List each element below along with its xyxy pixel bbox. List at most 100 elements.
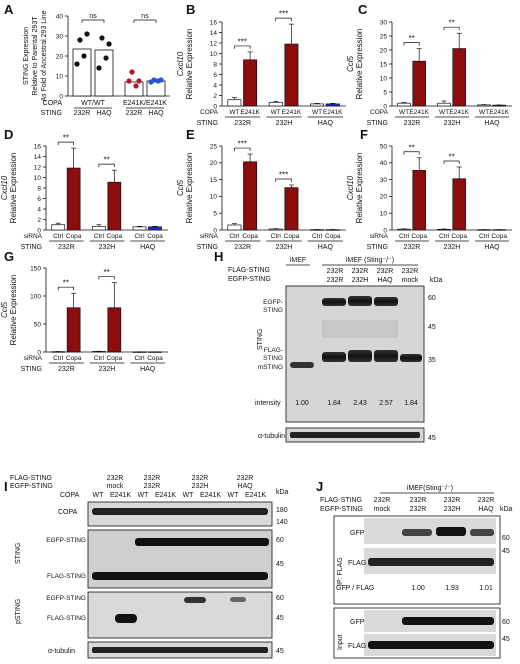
g-cat-label-4: Ctrl xyxy=(134,355,145,362)
f-group-label-2: HAQ xyxy=(484,244,500,251)
d-group-label-0: 232R xyxy=(58,244,75,251)
c-y-tick-label-3: 15 xyxy=(380,61,388,68)
d-sig-bracket-1 xyxy=(98,163,115,168)
a-point-2-3 xyxy=(136,78,142,84)
d-cat-label-1: Copa xyxy=(66,233,82,240)
d-bar-4 xyxy=(132,226,147,231)
a-ylabel-line-0: STING Expression xyxy=(23,27,30,85)
a-point-0-3 xyxy=(84,31,90,37)
i-psting-egfp-label: EGFP-STING xyxy=(46,595,86,602)
b-bar-4 xyxy=(310,103,325,107)
c-y-tick-label-4: 20 xyxy=(380,47,388,54)
a-y-tick-label-4: 40 xyxy=(56,13,64,20)
h-egfp-col-3: HAQ xyxy=(377,277,393,284)
i-copa-label: COPA xyxy=(58,509,78,516)
g-sig-bracket-0 xyxy=(57,286,75,291)
e-bar-1 xyxy=(243,161,258,231)
f-bar-1 xyxy=(412,170,426,231)
e-cat-label-3: Copa xyxy=(284,233,300,240)
i-row-copa: COPA xyxy=(60,492,80,499)
h-intensity-label: intensity xyxy=(255,400,281,407)
i-flag-col-4: 232R xyxy=(237,475,254,482)
i-copa-col-5: E241K xyxy=(200,492,221,499)
h-row-egfp: EGFP-STING xyxy=(228,276,271,283)
h-kda: kDa xyxy=(430,277,443,284)
h-egfp-col-2: 232H xyxy=(352,277,369,284)
h-marker-60: 60 xyxy=(428,295,436,302)
c-row-label-1: STING xyxy=(367,120,388,127)
b-y-tick-label-1: 2 xyxy=(213,93,217,100)
b-row-label-0: COPA xyxy=(200,109,219,116)
e-row-label-0: siRNA xyxy=(200,233,219,240)
c-bar-4 xyxy=(477,104,491,107)
c-group-label-0: 232R xyxy=(404,120,421,127)
i-sting-flag-label: FLAG-STING xyxy=(47,573,86,580)
i-copa-marker-180: 180 xyxy=(276,507,288,514)
i-sting-egfp-band xyxy=(135,538,269,546)
j-header: iMEF(Sting⁻/⁻) xyxy=(407,485,453,492)
chart-f: 0 10 20 30 40 50 Cxcl10 Relative Expression Ctrl… xyxy=(346,143,512,251)
f-cat-label-4: Ctrl xyxy=(479,233,490,240)
d-bar-1 xyxy=(66,167,81,231)
a-point-1-2 xyxy=(103,55,109,61)
f-cat-label-0: Ctrl xyxy=(399,233,410,240)
j-ip-flag-label: FLAG xyxy=(348,560,366,567)
c-group-label-2: HAQ xyxy=(484,120,500,127)
b-group-label-1: 232H xyxy=(276,120,293,127)
b-cat-label-5: E241K xyxy=(323,109,343,116)
f-group-label-0: 232R xyxy=(404,244,421,251)
panel-letter-g: G xyxy=(4,249,14,264)
d-y-tick-label-7: 14 xyxy=(34,154,42,161)
e-row-label-1: STING xyxy=(197,244,218,251)
f-ylabel: Relative Expression xyxy=(355,153,364,224)
j-ip-marker-60: 60 xyxy=(502,535,510,542)
b-sig-text-0: *** xyxy=(238,37,247,46)
d-cat-label-3: Copa xyxy=(107,233,123,240)
h-smear xyxy=(322,320,398,338)
h-band-label-egfp-2: STING xyxy=(263,307,283,314)
d-y-tick-label-5: 10 xyxy=(34,175,42,182)
h-marker-45: 45 xyxy=(428,324,436,331)
a-bar-1 xyxy=(94,49,114,97)
h-egfp-col-4: mock xyxy=(402,277,419,284)
d-y-tick-label-6: 12 xyxy=(34,164,42,171)
d-ylabel: Relative Expression xyxy=(9,153,18,224)
f-y-tick-label-4: 40 xyxy=(380,160,388,167)
i-copa-col-6: WT xyxy=(228,492,240,499)
a-point-2-0 xyxy=(126,78,132,84)
e-group-label-0: 232R xyxy=(234,244,251,251)
i-psting-marker-60: 60 xyxy=(276,595,284,602)
g-row-label-0: siRNA xyxy=(24,355,43,362)
f-y-tick-label-0: 0 xyxy=(383,227,387,234)
e-bar-3 xyxy=(284,187,299,231)
h-band-msting xyxy=(290,362,314,368)
i-sting-marker-45: 45 xyxy=(276,561,284,568)
g-y-tick-label-2: 100 xyxy=(30,293,41,300)
g-cat-label-3: Copa xyxy=(107,355,123,362)
e-bar-2 xyxy=(268,228,283,231)
a-row-label-1: STING xyxy=(41,110,62,117)
g-row-label-1: STING xyxy=(21,366,42,373)
h-tubulin-label: α-tubulin xyxy=(258,433,285,440)
j-flag-col-1: 232R xyxy=(374,497,391,504)
d-cat-label-0: Ctrl xyxy=(53,233,64,240)
b-y-tick-label-2: 4 xyxy=(213,82,217,89)
panel-letter-f: F xyxy=(360,127,368,142)
i-copa-cols: WT E241K WT E241K WT E241K WT E241K xyxy=(93,492,267,499)
i-psting-marker-45: 45 xyxy=(276,615,284,622)
a-ylabel-line-2: As Fold of Ancestral 293 Line xyxy=(41,10,48,101)
h-row-flag: FLAG-STING xyxy=(228,267,270,274)
h-band-flag-3 xyxy=(374,350,398,362)
e-sig-bracket-1 xyxy=(275,178,292,182)
i-egfp-col-1: mock xyxy=(107,483,124,490)
a-point-0-0 xyxy=(74,61,80,67)
a-point-0-1 xyxy=(77,37,83,43)
chart-b: 0 2 4 6 8 10 12 14 16 Cxcl10 Relative Expression WT… xyxy=(176,10,346,127)
panel-letter-a: A xyxy=(4,2,14,17)
b-bar-1 xyxy=(243,59,258,107)
c-bar-0 xyxy=(397,102,411,107)
h-flag-col-1: 232R xyxy=(327,268,344,275)
f-sig-bracket-0 xyxy=(403,151,420,155)
g-ylabel-gene: Ccl5 xyxy=(0,301,9,318)
